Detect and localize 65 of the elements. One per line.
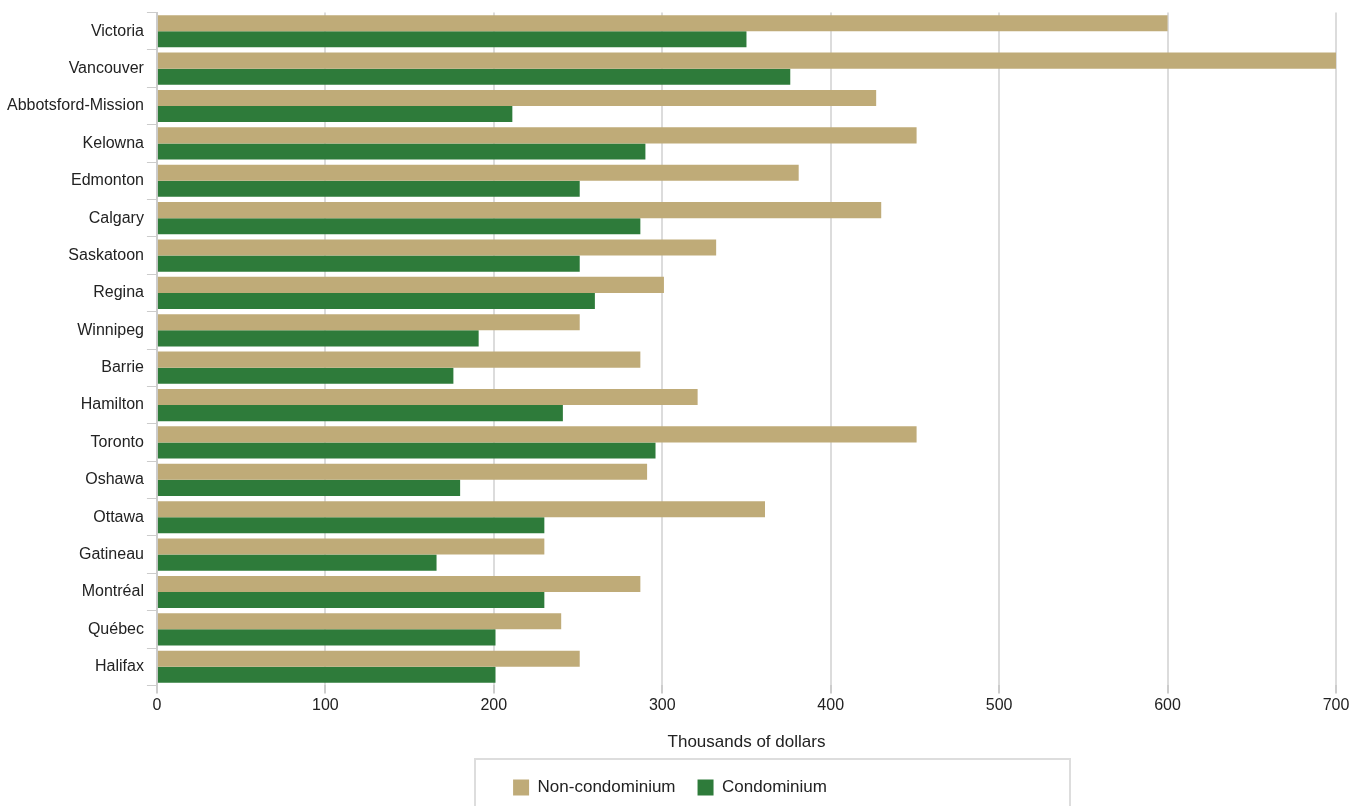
y-tick-label: Oshawa bbox=[85, 470, 145, 488]
y-tick-label: Halifax bbox=[95, 657, 144, 675]
x-tick-label: 700 bbox=[1322, 696, 1350, 714]
bar bbox=[157, 180, 580, 197]
bar bbox=[157, 479, 461, 496]
x-tick-label: 600 bbox=[1154, 696, 1182, 714]
bar bbox=[157, 202, 882, 219]
bar bbox=[157, 52, 1336, 69]
bar bbox=[157, 517, 545, 534]
x-tick-label: 100 bbox=[312, 696, 339, 714]
y-tick-label: Ottawa bbox=[93, 507, 145, 525]
bar bbox=[157, 629, 496, 646]
bar bbox=[157, 127, 917, 144]
y-tick-label: Abbotsford-Mission bbox=[6, 96, 144, 114]
bar bbox=[157, 501, 765, 518]
y-tick-label: Gatineau bbox=[79, 544, 144, 562]
y-tick-label: Hamilton bbox=[80, 395, 144, 413]
y-tick-label: Montréal bbox=[81, 582, 144, 600]
bar bbox=[157, 650, 580, 667]
x-tick-label: 200 bbox=[480, 696, 508, 714]
x-tick-label: 500 bbox=[985, 696, 1013, 714]
bar bbox=[157, 218, 641, 235]
y-tick-label: Calgary bbox=[88, 208, 144, 226]
x-tick-label: 300 bbox=[648, 696, 676, 714]
bar bbox=[157, 239, 717, 256]
bar bbox=[157, 538, 545, 555]
bar bbox=[157, 15, 1168, 32]
bar bbox=[157, 367, 454, 384]
y-tick-label: Québec bbox=[87, 619, 144, 637]
bar bbox=[157, 255, 580, 272]
bar bbox=[157, 463, 648, 480]
bar bbox=[157, 164, 799, 181]
bar bbox=[157, 106, 513, 123]
bar bbox=[157, 351, 641, 368]
x-tick-label: 0 bbox=[152, 696, 162, 714]
y-tick-label: Edmonton bbox=[71, 171, 144, 189]
legend-label: Condominium bbox=[722, 777, 827, 797]
bar bbox=[157, 89, 877, 107]
bar bbox=[157, 613, 562, 630]
legend-label: Non-condominium bbox=[537, 777, 676, 797]
bar bbox=[157, 388, 698, 406]
y-tick-label: Victoria bbox=[90, 21, 145, 39]
bar bbox=[157, 442, 656, 459]
bar bbox=[157, 666, 496, 683]
y-tick-label: Winnipeg bbox=[77, 320, 144, 338]
y-tick-label: Toronto bbox=[90, 432, 145, 450]
bar bbox=[157, 143, 646, 160]
bar bbox=[157, 575, 641, 592]
bar bbox=[157, 31, 747, 48]
y-tick-label: Vancouver bbox=[68, 59, 145, 77]
x-tick-label: 400 bbox=[817, 696, 845, 714]
bar bbox=[157, 314, 580, 331]
y-tick-label: Regina bbox=[93, 283, 145, 301]
bar bbox=[157, 330, 479, 347]
bar bbox=[157, 276, 664, 293]
x-axis-title: Thousands of dollars bbox=[667, 732, 826, 752]
y-tick-label: Kelowna bbox=[82, 133, 145, 151]
bar bbox=[157, 426, 917, 443]
bar bbox=[157, 591, 545, 609]
bar bbox=[157, 292, 595, 310]
bar bbox=[157, 554, 437, 571]
y-tick-label: Barrie bbox=[101, 358, 145, 376]
bar bbox=[157, 68, 791, 85]
bar bbox=[157, 405, 563, 422]
y-tick-label: Saskatoon bbox=[68, 245, 144, 263]
